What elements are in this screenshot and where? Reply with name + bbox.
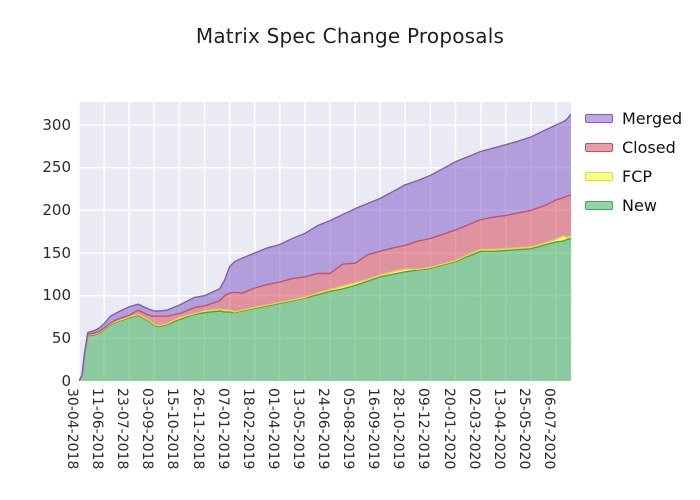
edge-new xyxy=(79,237,571,381)
y-tick-label: 300 xyxy=(42,115,71,134)
y-tick-label: 150 xyxy=(42,243,71,262)
y-tick-label: 250 xyxy=(42,158,71,177)
legend-swatch-closed-icon xyxy=(585,143,613,152)
band-merged xyxy=(79,113,571,381)
x-tick-label: 11-06-2018 xyxy=(89,388,106,470)
x-tick-label: 26-11-2018 xyxy=(189,388,206,470)
x-tick-label: 09-12-2019 xyxy=(415,388,432,470)
y-tick-label: 0 xyxy=(61,371,71,390)
x-tick-label: 02-03-2020 xyxy=(465,388,482,470)
x-tick-label: 01-04-2019 xyxy=(264,388,281,470)
legend-item: Closed xyxy=(585,133,682,162)
legend: Merged Closed FCP New xyxy=(585,104,682,220)
legend-item: Merged xyxy=(585,104,682,133)
legend-label: Closed xyxy=(622,138,676,157)
legend-label: Merged xyxy=(622,109,683,128)
edge-merged xyxy=(79,113,571,381)
edge-closed xyxy=(79,194,571,381)
y-tick-label: 50 xyxy=(51,328,71,347)
x-tick-label: 07-01-2019 xyxy=(214,388,231,470)
legend-swatch-merged-icon xyxy=(585,114,613,123)
x-tick-label: 16-09-2019 xyxy=(365,388,382,470)
y-tick-label: 100 xyxy=(42,286,71,305)
x-tick-label: 13-05-2019 xyxy=(289,388,306,470)
plot-area xyxy=(79,102,571,381)
x-tick-label: 25-05-2020 xyxy=(515,388,532,470)
x-tick-label: 18-02-2019 xyxy=(239,388,256,470)
band-new xyxy=(79,238,571,381)
x-tick-label: 20-01-2020 xyxy=(440,388,457,470)
x-tick-label: 30-04-2018 xyxy=(64,388,80,470)
legend-label: New xyxy=(622,196,657,215)
x-tick-label: 24-06-2019 xyxy=(315,388,332,470)
x-tick-label: 06-07-2020 xyxy=(540,388,557,470)
band-closed xyxy=(79,195,571,381)
x-tick-label: 23-07-2018 xyxy=(114,388,131,470)
x-tick-label: 03-09-2018 xyxy=(139,388,156,470)
legend-swatch-fcp-icon xyxy=(585,172,613,181)
x-tick-label: 28-10-2019 xyxy=(390,388,407,470)
legend-label: FCP xyxy=(622,167,653,186)
stacked-area-svg xyxy=(79,102,571,381)
y-tick-label: 200 xyxy=(42,200,71,219)
legend-item: FCP xyxy=(585,162,682,191)
x-tick-label: 15-10-2018 xyxy=(164,388,181,470)
chart-title: Matrix Spec Change Proposals xyxy=(195,24,505,48)
legend-item: New xyxy=(585,191,682,220)
legend-swatch-new-icon xyxy=(585,201,613,210)
x-tick-label: 13-04-2020 xyxy=(490,388,507,470)
edge-fcp xyxy=(79,235,571,381)
x-tick-label: 05-08-2019 xyxy=(340,388,357,470)
